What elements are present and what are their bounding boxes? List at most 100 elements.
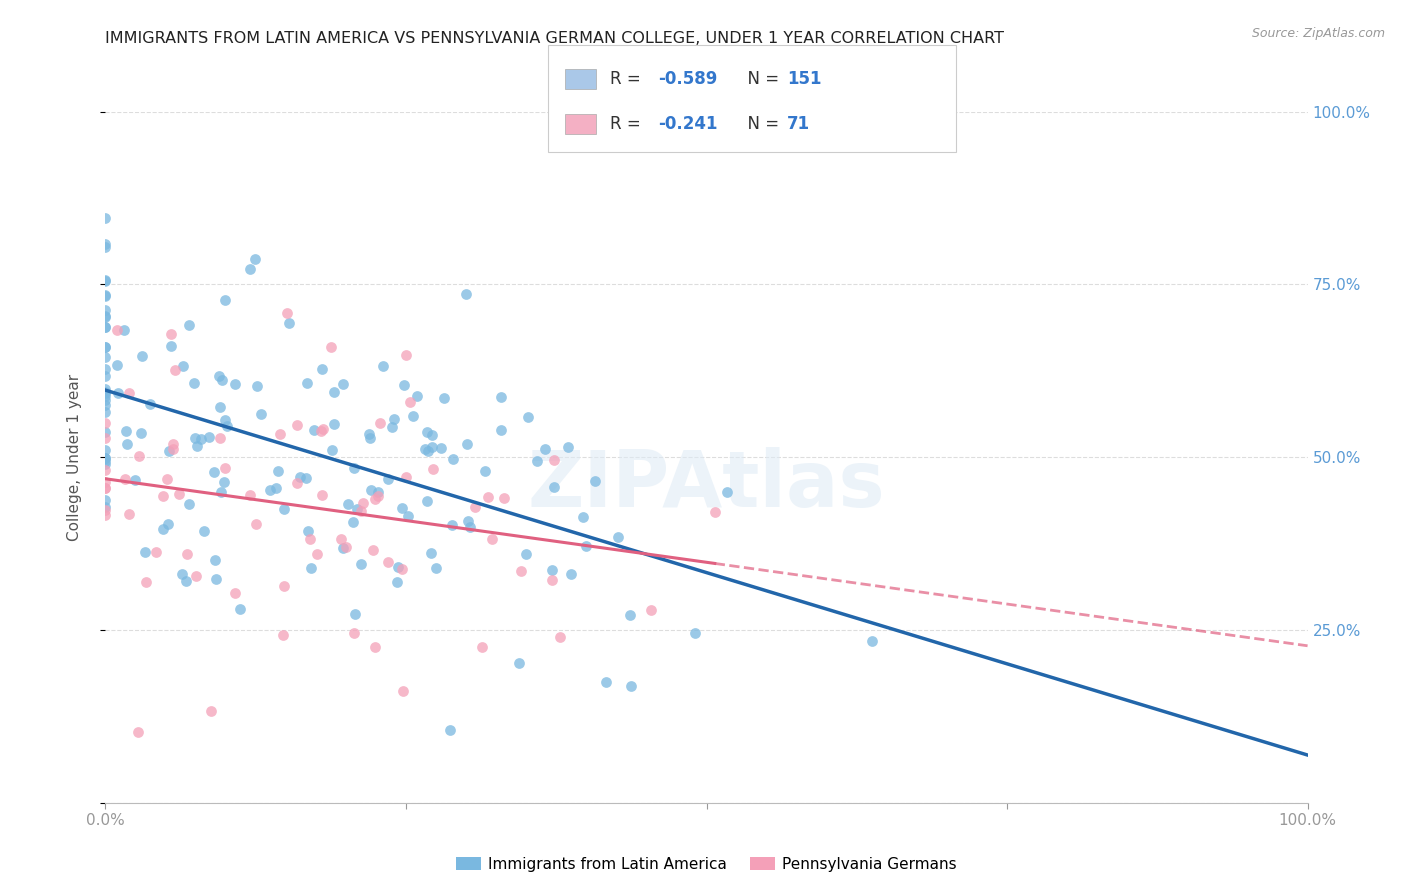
Point [343, 625, 366, 640]
Point [162, 442, 184, 457]
Point [441, 452, 464, 467]
Point [297, 376, 319, 390]
Point [94, 288, 117, 302]
Text: -0.241: -0.241 [658, 115, 717, 133]
Point [157, 517, 180, 532]
Point [335, 540, 357, 554]
Point [342, 515, 364, 529]
Point [474, 464, 496, 478]
Point [198, 430, 221, 444]
Point [94, 236, 117, 251]
Point [422, 461, 444, 475]
Point [190, 433, 212, 447]
Text: R =: R = [610, 70, 647, 87]
Point [259, 483, 281, 497]
Point [94, 340, 117, 354]
Point [94, 425, 117, 439]
Point [152, 489, 174, 503]
Point [94, 288, 117, 302]
Point [515, 547, 537, 561]
Point [209, 485, 232, 500]
Point [683, 626, 706, 640]
Point [337, 497, 360, 511]
Point [162, 436, 184, 450]
Point [167, 487, 190, 501]
Point [534, 442, 557, 456]
Point [94, 481, 117, 495]
Point [186, 439, 208, 453]
Point [205, 572, 228, 586]
Point [454, 287, 477, 301]
Point [860, 633, 883, 648]
Point [94, 481, 117, 495]
Point [464, 500, 486, 515]
Point [359, 431, 381, 445]
Point [381, 420, 404, 434]
Point [94, 385, 117, 400]
Point [406, 389, 429, 403]
Point [640, 603, 662, 617]
Point [94, 451, 117, 466]
Point [129, 425, 152, 440]
Point [385, 575, 408, 590]
Point [491, 390, 513, 404]
Point [114, 472, 136, 486]
Point [526, 454, 548, 468]
Point [332, 541, 354, 556]
Point [183, 376, 205, 391]
Point [134, 545, 156, 559]
Point [94, 463, 117, 477]
Point [359, 427, 381, 442]
Point [360, 483, 382, 497]
Point [276, 306, 298, 320]
Point [394, 378, 416, 392]
Point [107, 358, 129, 372]
Point [94, 303, 117, 318]
Point [305, 547, 328, 561]
Point [420, 428, 443, 442]
Point [606, 530, 628, 544]
Point [350, 504, 373, 518]
Point [193, 524, 215, 538]
Point [456, 437, 478, 451]
Point [367, 489, 389, 503]
Point [94, 393, 117, 408]
Point [186, 569, 208, 583]
Point [557, 440, 579, 454]
Point [204, 553, 226, 567]
Text: ZIPAtlas: ZIPAtlas [527, 447, 886, 523]
Point [94, 361, 117, 376]
Text: -0.589: -0.589 [658, 70, 717, 87]
Point [131, 349, 153, 363]
Point [364, 491, 387, 506]
Point [457, 515, 479, 529]
Point [163, 363, 186, 377]
Point [285, 475, 308, 490]
Legend: Immigrants from Latin America, Pennsylvania Germans: Immigrants from Latin America, Pennsylva… [450, 851, 963, 878]
Point [107, 386, 129, 401]
Point [285, 417, 308, 432]
Point [349, 558, 371, 572]
Point [160, 339, 183, 353]
Text: 71: 71 [787, 115, 810, 133]
Point [399, 394, 422, 409]
Point [214, 413, 236, 427]
Point [174, 574, 197, 589]
Point [94, 475, 117, 490]
Point [572, 509, 595, 524]
Point [429, 442, 451, 456]
Point [352, 496, 374, 510]
Point [595, 674, 617, 689]
Point [94, 389, 117, 403]
Point [302, 423, 325, 437]
Point [269, 427, 291, 442]
Point [179, 318, 201, 332]
Point [619, 608, 641, 623]
Point [94, 500, 117, 514]
Point [224, 586, 246, 600]
Point [416, 494, 439, 508]
Point [112, 323, 135, 337]
Point [124, 473, 146, 487]
Point [214, 475, 236, 489]
Point [550, 630, 572, 644]
